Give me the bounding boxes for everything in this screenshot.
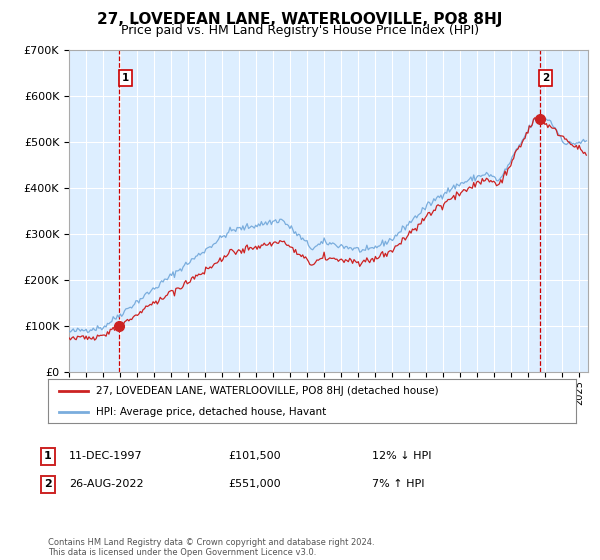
Text: Price paid vs. HM Land Registry's House Price Index (HPI): Price paid vs. HM Land Registry's House … <box>121 24 479 36</box>
Text: 27, LOVEDEAN LANE, WATERLOOVILLE, PO8 8HJ: 27, LOVEDEAN LANE, WATERLOOVILLE, PO8 8H… <box>97 12 503 27</box>
Text: 1: 1 <box>122 73 129 83</box>
Text: 11-DEC-1997: 11-DEC-1997 <box>69 451 143 461</box>
Text: 2: 2 <box>44 479 52 489</box>
Text: Contains HM Land Registry data © Crown copyright and database right 2024.
This d: Contains HM Land Registry data © Crown c… <box>48 538 374 557</box>
Text: 1: 1 <box>44 451 52 461</box>
Text: £101,500: £101,500 <box>228 451 281 461</box>
Text: HPI: Average price, detached house, Havant: HPI: Average price, detached house, Hava… <box>95 407 326 417</box>
Text: 26-AUG-2022: 26-AUG-2022 <box>69 479 143 489</box>
Text: 12% ↓ HPI: 12% ↓ HPI <box>372 451 431 461</box>
Text: 2: 2 <box>542 73 550 83</box>
Text: 7% ↑ HPI: 7% ↑ HPI <box>372 479 425 489</box>
Text: 27, LOVEDEAN LANE, WATERLOOVILLE, PO8 8HJ (detached house): 27, LOVEDEAN LANE, WATERLOOVILLE, PO8 8H… <box>95 386 438 396</box>
Text: £551,000: £551,000 <box>228 479 281 489</box>
